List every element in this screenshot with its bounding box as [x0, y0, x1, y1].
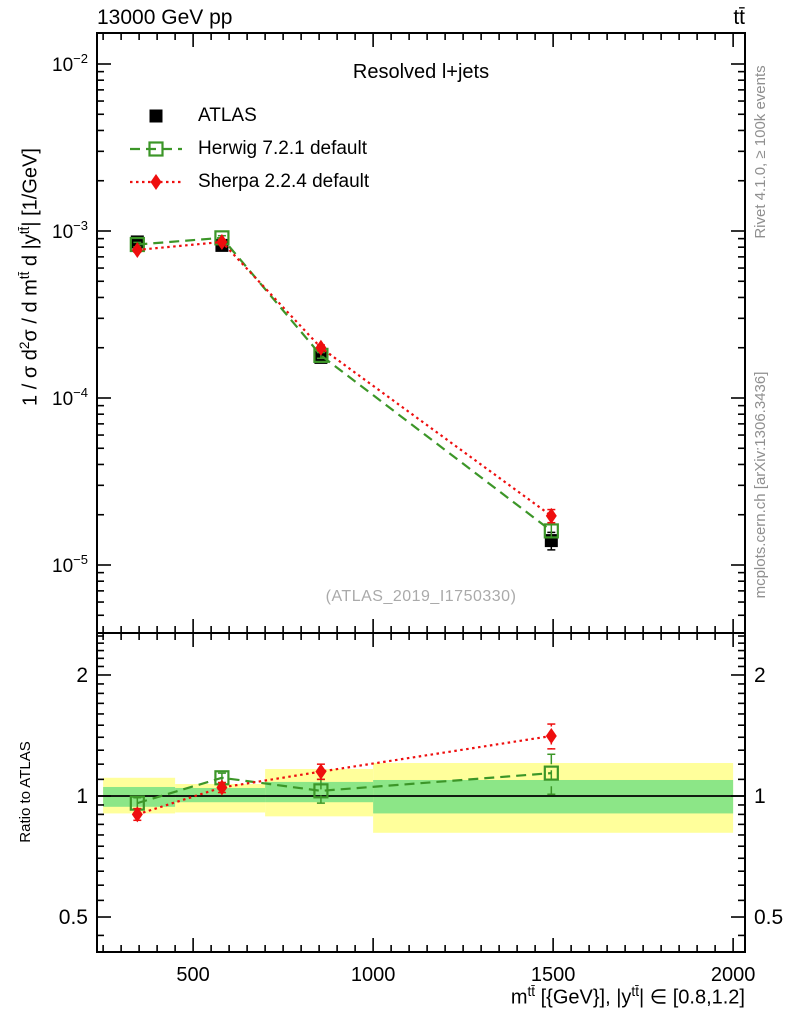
atlas-main-series: [130, 235, 558, 551]
axis-ticks: [97, 33, 745, 952]
series-line: [137, 236, 552, 532]
label-text: m: [510, 986, 528, 1009]
data-marker: [148, 140, 164, 157]
label-text: | [1/GeV]: [19, 148, 42, 227]
label-text: σ / d m: [19, 279, 42, 342]
sherpa-main-series: [131, 233, 557, 524]
data-marker: [216, 233, 228, 250]
ratio-tick-label-right: 0.5: [754, 906, 783, 929]
x-tick-label: 500: [176, 964, 209, 986]
sherpa-ratio-series: [131, 723, 557, 823]
data-marker: [543, 523, 559, 539]
herwig-marker-icon: [130, 140, 182, 157]
ratio-tick-label-left: 2: [76, 664, 88, 687]
label-text: d |y: [19, 234, 42, 272]
herwig-main-series: [129, 230, 559, 539]
data-marker: [545, 728, 557, 745]
y-tick-label: 10−3: [52, 218, 88, 243]
legend-label: Sherpa 2.2.4 default: [198, 170, 370, 192]
label-text: [{GeV}], |y: [535, 986, 632, 1009]
label-superscript: tt̄: [17, 226, 32, 235]
mcplots-credit-label: mcplots.cern.ch [arXiv:1306.3436]: [752, 371, 769, 599]
label-superscript: tt̄: [527, 984, 536, 999]
label-text: | ∈ [0.8,1.2]: [638, 986, 745, 1009]
legend-item-atlas: ATLAS: [128, 103, 369, 128]
beam-energy-title: 13000 GeV pp: [97, 6, 233, 29]
data-marker: [315, 339, 327, 356]
atlas-marker-icon: [149, 109, 163, 122]
x-tick-label: 1000: [351, 964, 396, 986]
data-marker: [315, 763, 327, 780]
label-superscript: 2: [17, 341, 32, 350]
herwig-ratio-series: [129, 753, 559, 811]
label-superscript: tt̄: [17, 271, 32, 280]
plot-title: Resolved l+jets: [352, 61, 490, 83]
main-y-axis-label: 1 / σ d2σ / d mtt̄ d |ytt̄| [1/GeV]: [17, 0, 43, 577]
y-tick-label: 10−5: [52, 552, 88, 577]
ratio-tick-label-left: 1: [76, 785, 88, 808]
ratio-tick-label-left: 0.5: [59, 906, 88, 929]
legend-label: Herwig 7.2.1 default: [198, 137, 367, 159]
ratio-y-axis-label: Ratio to ATLAS: [17, 741, 34, 843]
data-marker: [149, 109, 163, 122]
process-title: tt̄: [733, 6, 745, 29]
series-line: [136, 734, 552, 816]
label-text: 1 / σ d: [19, 349, 42, 406]
y-tick-label: 10−2: [52, 51, 88, 76]
green-uncertainty-band: [265, 781, 374, 803]
x-axis-label: mtt̄ [{GeV}], |ytt̄| ∈ [0.8,1.2]: [511, 984, 745, 1010]
data-marker: [313, 783, 329, 799]
x-tick-label: 2000: [711, 964, 756, 986]
legend-item-sherpa: Sherpa 2.2.4 default: [128, 169, 369, 194]
x-tick-label: 1500: [531, 964, 576, 986]
ratio-tick-label-right: 2: [754, 664, 766, 687]
sherpa-marker-icon: [130, 173, 182, 190]
legend: ATLAS Herwig 7.2.1 default Sherpa 2.2.4 …: [128, 103, 369, 194]
ratio-uncertainty-bands: [103, 763, 734, 833]
data-marker: [131, 806, 143, 823]
legend-label: ATLAS: [198, 104, 257, 126]
label-superscript: tt̄: [631, 984, 639, 999]
ratio-tick-label-right: 1: [754, 785, 766, 808]
data-marker: [150, 173, 162, 190]
data-marker: [216, 779, 228, 796]
data-marker: [545, 507, 557, 524]
data-marker: [131, 241, 143, 258]
y-tick-label: 10−4: [52, 385, 88, 410]
analysis-watermark: (ATLAS_2019_I1750330): [325, 588, 517, 605]
legend-item-herwig: Herwig 7.2.1 default: [128, 136, 369, 161]
series-line: [137, 240, 552, 517]
ratio-panel-frame: [96, 632, 746, 953]
data-marker: [543, 765, 559, 781]
tick-labels: 10−2 10−3 10−4 10−5 500 1000 1500 2000 2 2 1 1 0.5 0.…: [52, 51, 783, 986]
